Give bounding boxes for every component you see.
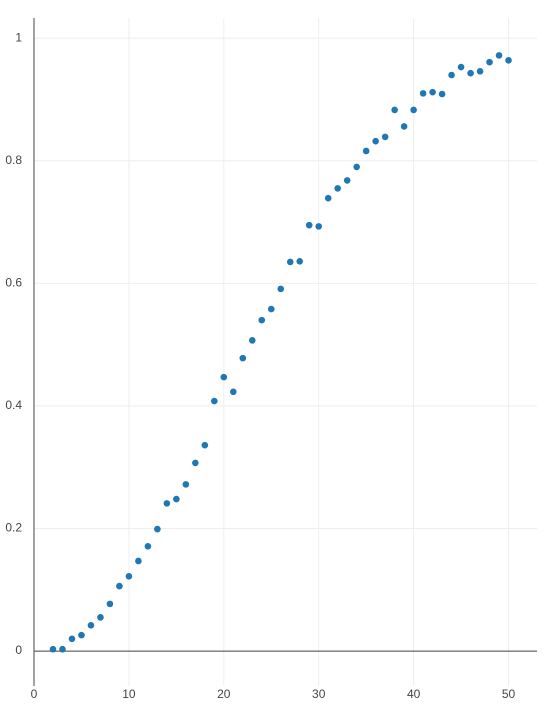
- point: [457, 63, 465, 71]
- point: [391, 106, 398, 114]
- point: [106, 600, 114, 608]
- point: [201, 441, 209, 449]
- point: [353, 163, 360, 171]
- x-tick-label: 0: [31, 687, 38, 701]
- point: [239, 354, 247, 362]
- point: [429, 88, 436, 96]
- x-tick-label: 30: [312, 687, 326, 701]
- point: [438, 90, 446, 98]
- x-tick-label: 20: [217, 687, 231, 701]
- point: [163, 500, 171, 507]
- point: [49, 645, 57, 653]
- point: [410, 106, 417, 114]
- point: [362, 147, 370, 155]
- point: [305, 221, 313, 229]
- x-tick-label: 50: [502, 687, 516, 701]
- point: [220, 373, 228, 381]
- point: [59, 645, 66, 653]
- y-tick-label: 1: [15, 30, 22, 44]
- point: [400, 123, 408, 130]
- point: [230, 388, 237, 396]
- point: [505, 56, 512, 64]
- point: [495, 52, 503, 59]
- point: [419, 90, 427, 97]
- point: [343, 177, 351, 184]
- point: [154, 525, 161, 533]
- point: [211, 397, 218, 405]
- point: [315, 223, 323, 230]
- point: [258, 316, 266, 324]
- point: [87, 622, 95, 629]
- point: [97, 614, 104, 621]
- point: [372, 137, 379, 145]
- point: [286, 258, 294, 266]
- x-tick-label: 10: [122, 687, 136, 701]
- point: [135, 557, 142, 565]
- point: [116, 582, 123, 590]
- point: [324, 194, 332, 202]
- point: [78, 631, 85, 639]
- point: [476, 68, 484, 75]
- point: [248, 337, 256, 344]
- point: [173, 495, 180, 503]
- point: [182, 481, 190, 488]
- y-tick-label: 0.2: [5, 521, 22, 535]
- point: [448, 71, 455, 79]
- x-tick-label: 40: [407, 687, 421, 701]
- y-tick-label: 0.4: [5, 398, 22, 412]
- point: [125, 573, 133, 580]
- point: [334, 185, 341, 192]
- point: [68, 635, 76, 643]
- point: [192, 459, 199, 467]
- point: [144, 542, 152, 550]
- point: [296, 257, 304, 265]
- point: [381, 133, 389, 141]
- y-tick-label: 0.8: [5, 153, 22, 167]
- point: [486, 58, 493, 66]
- point: [467, 69, 474, 77]
- point: [277, 285, 285, 293]
- point: [267, 305, 275, 313]
- y-tick-label: 0.6: [5, 276, 22, 290]
- y-tick-label: 0: [15, 643, 22, 657]
